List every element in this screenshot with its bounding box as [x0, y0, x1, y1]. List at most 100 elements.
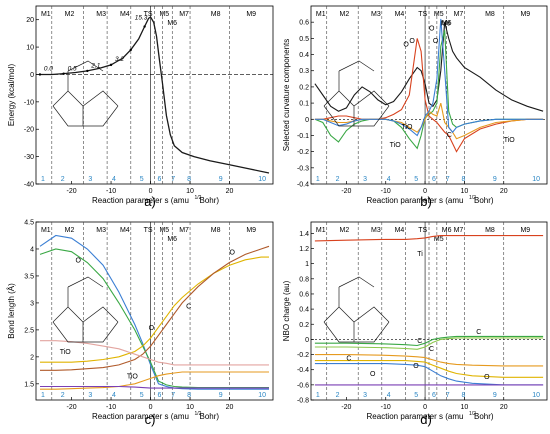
- curve-label: O: [370, 371, 376, 378]
- energy-annotation: 0.0: [44, 65, 53, 72]
- y-tick-label: 0: [305, 117, 309, 124]
- region-number: 10: [258, 176, 266, 183]
- y-tick-label: 0.6: [299, 291, 309, 298]
- y-tick-label: 0.2: [299, 84, 309, 91]
- y-tick-label: -30: [24, 154, 34, 161]
- y-tick-label: 0.8: [299, 276, 309, 283]
- molecule-sketch: [323, 60, 390, 127]
- curve-label: C: [429, 346, 434, 353]
- x-tick-label: -10: [381, 404, 391, 411]
- y-tick-label: 0.4: [299, 52, 309, 59]
- curve-label: O: [413, 363, 419, 370]
- milestone-label: M5: [159, 227, 169, 234]
- milestone-label: TS: [418, 227, 427, 234]
- milestone-label: M6: [442, 20, 452, 27]
- panel-caption: c): [145, 412, 156, 427]
- x-axis-title-end: Bohr): [200, 412, 220, 421]
- y-axis-title: Energy (kcal/mol): [7, 64, 16, 127]
- region-number: 6: [432, 176, 436, 183]
- region-number: 7: [446, 392, 450, 399]
- region-number: 1: [316, 176, 320, 183]
- region-number: 8: [187, 392, 191, 399]
- x-tick-label: 20: [226, 188, 234, 195]
- molecule-bonds: [338, 276, 375, 288]
- region-number: 9: [219, 392, 223, 399]
- region-number: 8: [461, 176, 465, 183]
- molecule-bonds: [323, 71, 390, 127]
- x-tick-label: -20: [341, 188, 351, 195]
- milestone-label: M7: [454, 227, 464, 234]
- series-line: [314, 337, 544, 350]
- region-number: 6: [157, 176, 161, 183]
- data-point: [129, 48, 132, 52]
- y-tick-label: 2: [30, 354, 34, 361]
- milestone-label: M8: [485, 227, 495, 234]
- curve-label: C: [417, 338, 422, 345]
- milestone-label: M8: [485, 11, 495, 18]
- x-tick-label: 0: [149, 404, 153, 411]
- series-line: [314, 354, 544, 367]
- region-number: 2: [336, 176, 340, 183]
- x-tick-label: -10: [106, 188, 116, 195]
- y-tick-label: 2.5: [24, 327, 34, 334]
- milestone-label: M2: [340, 227, 350, 234]
- y-tick-label: 0.4: [299, 307, 309, 314]
- region-number: 8: [461, 392, 465, 399]
- y-tick-label: 0.6: [299, 20, 309, 27]
- series-line: [40, 16, 270, 174]
- region-number: 4: [112, 176, 116, 183]
- molecule-bonds: [52, 287, 119, 343]
- milestone-label: M1: [316, 11, 326, 18]
- x-tick-label: 20: [226, 404, 234, 411]
- milestone-label: M2: [65, 11, 75, 18]
- series-line: [40, 385, 269, 389]
- region-number: 1: [316, 392, 320, 399]
- y-tick-label: 1.4: [299, 231, 309, 238]
- y-tick-label: 1.5: [24, 381, 34, 388]
- molecule-bonds: [67, 60, 104, 72]
- panel-caption: d): [420, 412, 432, 427]
- x-axis-title: Reaction parameter s (amu: [92, 412, 189, 421]
- y-tick-label: 3: [30, 300, 34, 307]
- y-tick-label: 0.5: [299, 36, 309, 43]
- curve-label: TiO: [390, 142, 402, 149]
- x-axis-title-end: Bohr): [474, 196, 494, 205]
- x-tick-label: 0: [423, 188, 427, 195]
- milestone-label: M7: [454, 11, 464, 18]
- y-tick-label: -0.3: [297, 165, 309, 172]
- series-line: [39, 234, 269, 390]
- y-tick-label: 3.5: [24, 273, 34, 280]
- region-number: 6: [432, 392, 436, 399]
- region-number: 8: [187, 176, 191, 183]
- series-line: [40, 371, 269, 390]
- x-axis-title-sup: 1/2: [469, 195, 476, 201]
- region-number: 3: [363, 176, 367, 183]
- curve-label: TiO: [60, 349, 72, 356]
- region-number: 5: [140, 176, 144, 183]
- region-number: 5: [414, 176, 418, 183]
- molecule-sketch: [52, 60, 119, 127]
- energy-annotation: 3.2: [115, 56, 124, 63]
- region-number: 2: [336, 392, 340, 399]
- y-tick-label: -0.1: [297, 133, 309, 140]
- curve-label: O: [429, 25, 435, 32]
- y-tick-label: 0.2: [299, 322, 309, 329]
- region-number: 2: [61, 176, 65, 183]
- milestone-label: M7: [179, 11, 189, 18]
- region-number: 3: [88, 176, 92, 183]
- y-tick-label: -40: [24, 182, 34, 189]
- milestone-label: M1: [41, 227, 51, 234]
- x-tick-label: 0: [423, 404, 427, 411]
- data-point: [86, 69, 89, 73]
- y-tick-label: 20: [26, 17, 34, 24]
- energy-annotation: 15.3: [135, 15, 148, 22]
- milestone-label: M3: [96, 11, 106, 18]
- y-tick-label: -0.4: [297, 367, 309, 374]
- milestone-label: M6: [442, 227, 452, 234]
- milestone-label: M9: [246, 227, 256, 234]
- curve-label: TiO: [504, 137, 516, 144]
- milestone-label: M8: [211, 11, 221, 18]
- molecule-bonds: [338, 60, 375, 72]
